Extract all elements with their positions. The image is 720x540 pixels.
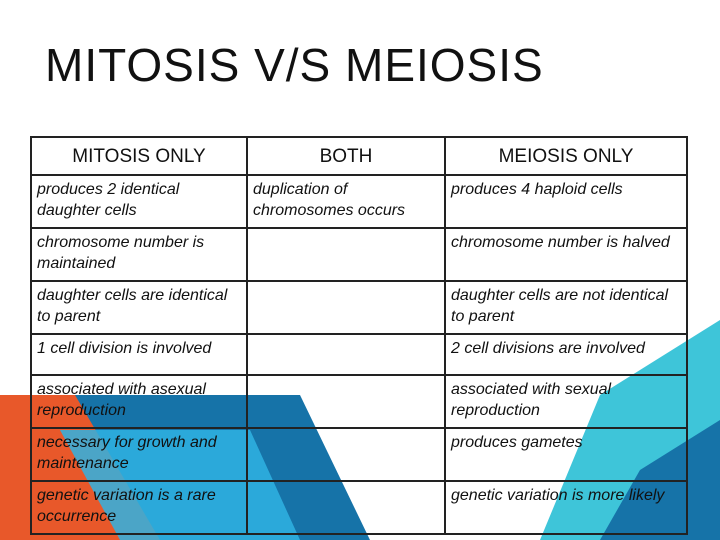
- meiosis-cell: produces gametes: [444, 427, 688, 482]
- table-row: genetic variation is a rare occurrence g…: [30, 480, 688, 535]
- mitosis-cell: associated with asexual reproduction: [30, 374, 248, 429]
- slide-title: MITOSIS V/S MEIOSIS: [45, 39, 544, 91]
- header-meiosis-only: MEIOSIS ONLY: [444, 136, 688, 176]
- meiosis-cell: 2 cell divisions are involved: [444, 333, 688, 376]
- header-both: BOTH: [246, 136, 446, 176]
- mitosis-cell: daughter cells are identical to parent: [30, 280, 248, 335]
- table-row: daughter cells are identical to parent d…: [30, 280, 688, 335]
- both-cell: [246, 280, 446, 335]
- both-cell: [246, 227, 446, 282]
- table-header-row: MITOSIS ONLY BOTH MEIOSIS ONLY: [30, 136, 688, 176]
- both-cell: [246, 427, 446, 482]
- table-row: necessary for growth and maintenance pro…: [30, 427, 688, 482]
- table-row: associated with asexual reproduction ass…: [30, 374, 688, 429]
- comparison-table: MITOSIS ONLY BOTH MEIOSIS ONLY produces …: [30, 136, 688, 535]
- table-row: produces 2 identical daughter cells dupl…: [30, 174, 688, 229]
- table-row: chromosome number is maintained chromoso…: [30, 227, 688, 282]
- both-cell: [246, 333, 446, 376]
- meiosis-cell: chromosome number is halved: [444, 227, 688, 282]
- meiosis-cell: associated with sexual reproduction: [444, 374, 688, 429]
- mitosis-cell: necessary for growth and maintenance: [30, 427, 248, 482]
- meiosis-cell: produces 4 haploid cells: [444, 174, 688, 229]
- header-mitosis-only: MITOSIS ONLY: [30, 136, 248, 176]
- both-cell: [246, 480, 446, 535]
- table-row: 1 cell division is involved 2 cell divis…: [30, 333, 688, 376]
- mitosis-cell: produces 2 identical daughter cells: [30, 174, 248, 229]
- meiosis-cell: daughter cells are not identical to pare…: [444, 280, 688, 335]
- mitosis-cell: chromosome number is maintained: [30, 227, 248, 282]
- meiosis-cell: genetic variation is more likely: [444, 480, 688, 535]
- both-cell: duplication of chromosomes occurs: [246, 174, 446, 229]
- mitosis-cell: 1 cell division is involved: [30, 333, 248, 376]
- mitosis-cell: genetic variation is a rare occurrence: [30, 480, 248, 535]
- both-cell: [246, 374, 446, 429]
